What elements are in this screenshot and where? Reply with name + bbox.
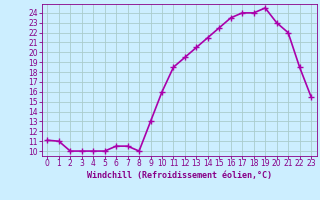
X-axis label: Windchill (Refroidissement éolien,°C): Windchill (Refroidissement éolien,°C)	[87, 171, 272, 180]
